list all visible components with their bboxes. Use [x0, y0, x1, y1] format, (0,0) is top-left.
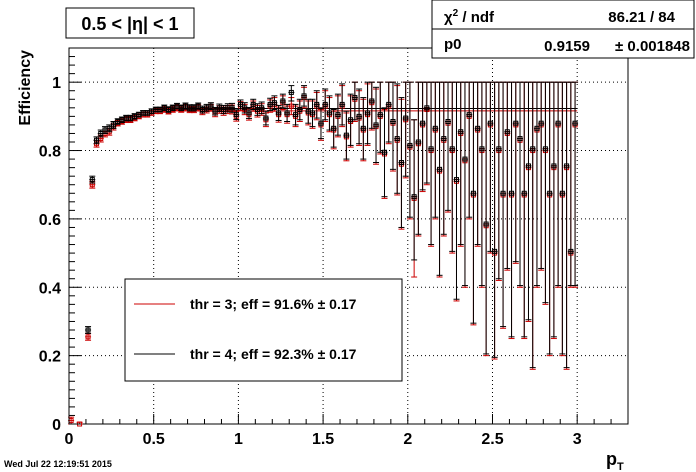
data-point — [296, 98, 303, 121]
data-point — [351, 81, 358, 121]
data-point — [284, 103, 291, 122]
data-point — [322, 88, 329, 121]
p0-label: p0 — [444, 36, 462, 53]
data-point — [461, 81, 468, 287]
data-point — [262, 110, 269, 126]
data-point — [110, 120, 117, 129]
data-point — [292, 103, 299, 126]
legend-label-thr3: thr = 3; eff = 91.6% ± 0.17 — [190, 296, 357, 312]
data-point — [474, 81, 481, 246]
data-point — [368, 81, 375, 129]
title-box: 0.5 < |η| < 1 — [65, 7, 195, 39]
x-tick-label: 1.5 — [312, 431, 334, 448]
data-point — [106, 124, 113, 133]
data-point — [85, 326, 92, 334]
data-point — [288, 85, 295, 102]
data-point — [250, 98, 257, 111]
data-point — [233, 109, 240, 120]
x-tick-label: 0.5 — [143, 431, 165, 448]
data-point — [432, 81, 439, 218]
data-point — [360, 97, 367, 160]
grid-lines — [69, 48, 628, 424]
data-point — [85, 332, 92, 341]
data-point — [169, 104, 176, 112]
data-point — [533, 81, 540, 287]
y-tick-label: 0.8 — [39, 144, 61, 161]
data-point — [525, 81, 532, 321]
data-point — [207, 102, 214, 111]
data-point — [373, 86, 380, 164]
data-point — [229, 102, 236, 113]
title-text: 0.5 < |η| < 1 — [81, 14, 178, 34]
axes: 0 0.5 1 1.5 2 2.5 3 0 0.2 0.4 0.6 0.8 1 — [39, 56, 612, 448]
x-tick-label: 2 — [403, 431, 412, 448]
x-tick-label: 2.5 — [481, 431, 503, 448]
data-point — [504, 81, 511, 269]
legend: thr = 3; eff = 91.6% ± 0.17 thr = 4; eff… — [124, 278, 403, 382]
legend-label-thr4: thr = 4; eff = 92.3% ± 0.17 — [190, 346, 357, 362]
data-point — [457, 81, 464, 246]
data-point — [572, 81, 579, 287]
data-point — [301, 85, 308, 107]
data-point — [364, 81, 371, 145]
data-point — [500, 81, 507, 328]
data-point — [309, 98, 316, 128]
data-point — [317, 107, 324, 140]
data-point — [423, 81, 430, 184]
legend-box — [124, 278, 403, 382]
x-tick-label: 3 — [573, 431, 582, 448]
y-tick-label: 1 — [52, 75, 61, 92]
timestamp: Wed Jul 22 12:19:51 2015 — [4, 459, 112, 469]
chi2-label: χ2 / ndf — [444, 8, 495, 26]
y-tick-label: 0 — [52, 417, 61, 434]
data-point — [271, 95, 278, 111]
data-point — [394, 83, 401, 194]
data-point — [356, 88, 363, 145]
x-tick-label: 1 — [234, 431, 243, 448]
y-tick-label: 0.2 — [39, 349, 61, 366]
x-axis-title: pT — [606, 449, 624, 472]
data-point — [89, 175, 96, 184]
data-point — [411, 119, 418, 261]
data-point — [567, 81, 574, 287]
y-tick-label: 0.6 — [39, 212, 61, 229]
data-point — [436, 81, 443, 276]
data-point — [466, 81, 473, 218]
data-point — [334, 93, 341, 136]
x-tick-label: 0 — [65, 431, 74, 448]
data-point — [245, 106, 252, 119]
data-point — [389, 81, 396, 170]
data-point — [279, 93, 286, 109]
p0-error: ± 0.001848 — [615, 38, 690, 55]
data-point — [398, 97, 405, 228]
data-point — [93, 136, 100, 145]
series-1 — [85, 81, 579, 369]
data-point — [339, 83, 346, 126]
data-point — [313, 90, 320, 119]
chi2-value: 86.21 / 84 — [608, 9, 675, 26]
data-series — [68, 81, 579, 427]
y-axis-title: Efficiency — [17, 50, 34, 126]
data-point — [555, 81, 562, 287]
data-point — [258, 101, 265, 115]
data-point — [377, 81, 384, 153]
y-tick-label: 0.4 — [39, 280, 61, 297]
data-point — [508, 81, 515, 338]
data-point — [449, 81, 456, 252]
data-point — [406, 81, 413, 218]
data-point — [275, 104, 282, 121]
data-point — [237, 99, 244, 110]
data-point — [330, 109, 337, 148]
data-point — [542, 81, 549, 304]
stats-box: χ2 / ndf 86.21 / 84 p0 0.9159 ± 0.001848 — [431, 0, 695, 59]
data-point — [343, 110, 350, 160]
data-point — [381, 107, 388, 198]
data-point — [521, 81, 528, 338]
p0-value: 0.9159 — [544, 38, 590, 55]
